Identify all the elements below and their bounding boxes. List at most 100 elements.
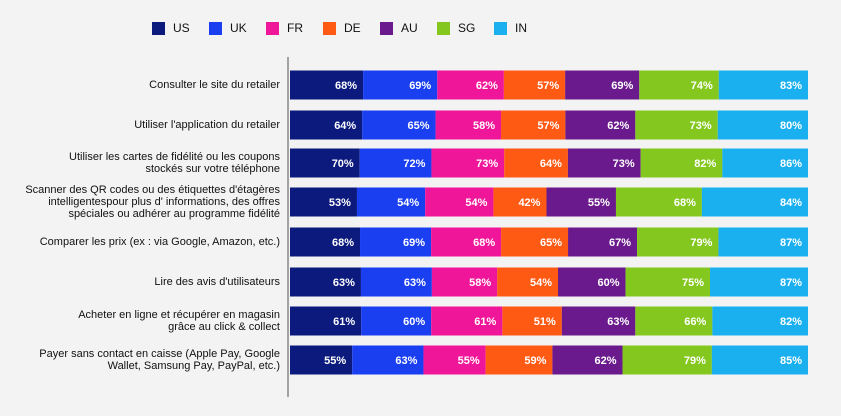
- value-label: 58%: [473, 120, 495, 132]
- legend-swatch: [209, 22, 222, 35]
- legend-swatch: [494, 22, 507, 35]
- value-label: 65%: [408, 120, 430, 132]
- bar-segment: [362, 110, 436, 140]
- value-label: 74%: [691, 80, 713, 92]
- bar-segment: [558, 267, 626, 297]
- bar-segment: [290, 306, 362, 336]
- bar-segment: [501, 227, 569, 257]
- value-label: 53%: [329, 197, 351, 209]
- value-label: 63%: [404, 277, 426, 289]
- value-label: 69%: [403, 237, 425, 249]
- bar-segment: [567, 148, 641, 178]
- category-label: Lire des avis d'utilisateurs: [154, 276, 280, 288]
- bar-segment: [359, 148, 432, 178]
- bar-segment: [640, 148, 723, 178]
- bar-segment: [565, 70, 640, 100]
- bar-segment: [431, 227, 502, 257]
- value-label: 63%: [333, 277, 355, 289]
- bar-segment: [425, 187, 494, 217]
- value-label: 68%: [332, 237, 354, 249]
- bar-segment: [423, 345, 486, 375]
- value-label: 64%: [334, 120, 356, 132]
- value-label: 63%: [395, 355, 417, 367]
- bar-segment: [290, 227, 361, 257]
- bar-segment: [718, 227, 808, 257]
- bar-segment: [625, 267, 711, 297]
- bar-segment: [635, 110, 718, 140]
- value-label: 54%: [397, 197, 419, 209]
- category-label: Acheter en ligne et récupérer en magasin…: [78, 309, 280, 333]
- legend-label: SG: [458, 21, 475, 35]
- value-label: 59%: [524, 355, 546, 367]
- value-label: 68%: [335, 80, 357, 92]
- category-label: Utiliser l'application du retailer: [134, 119, 280, 131]
- value-label: 54%: [530, 277, 552, 289]
- bar-segment: [718, 70, 808, 100]
- legend-label: FR: [287, 21, 303, 35]
- bar-segment: [712, 306, 808, 336]
- value-label: 82%: [694, 158, 716, 170]
- value-label: 80%: [780, 120, 802, 132]
- value-label: 68%: [674, 197, 696, 209]
- category-label: Scanner des QR codes ou des étiquettes d…: [25, 184, 280, 220]
- category-label: Comparer les prix (ex : via Google, Amaz…: [39, 236, 280, 248]
- bar-segment: [361, 306, 432, 336]
- bar-segment: [637, 227, 719, 257]
- value-label: 84%: [780, 197, 802, 209]
- bar-segment: [360, 227, 432, 257]
- value-label: 73%: [613, 158, 635, 170]
- value-label: 65%: [540, 237, 562, 249]
- bar-segment: [497, 267, 559, 297]
- bar-segment: [290, 110, 363, 140]
- bar-segment: [485, 345, 553, 375]
- bar-segment: [290, 70, 364, 100]
- value-label: 64%: [540, 158, 562, 170]
- value-label: 79%: [690, 237, 712, 249]
- bar-segment: [503, 70, 566, 100]
- value-label: 62%: [476, 80, 498, 92]
- bar-segment: [363, 70, 438, 100]
- bar-segment: [622, 345, 712, 375]
- bar-segment: [352, 345, 424, 375]
- bar-segment: [552, 345, 623, 375]
- value-label: 62%: [607, 120, 629, 132]
- bar-segment: [722, 148, 808, 178]
- bar-segment: [717, 110, 808, 140]
- value-label: 57%: [537, 120, 559, 132]
- category-label: Utiliser les cartes de fidélité ou les c…: [69, 151, 280, 175]
- value-label: 55%: [324, 355, 346, 367]
- legend-swatch: [266, 22, 279, 35]
- bar-segment: [635, 306, 713, 336]
- bar-segment: [501, 110, 566, 140]
- bar-segment: [356, 187, 426, 217]
- value-label: 72%: [403, 158, 425, 170]
- value-label: 73%: [690, 120, 712, 132]
- bar-segment: [565, 110, 636, 140]
- value-label: 79%: [684, 355, 706, 367]
- bar-segment: [546, 187, 616, 217]
- value-label: 61%: [333, 316, 355, 328]
- legend-label: IN: [515, 21, 527, 35]
- bar-segment: [502, 306, 562, 336]
- value-label: 87%: [780, 237, 802, 249]
- value-label: 82%: [780, 316, 802, 328]
- value-label: 54%: [465, 197, 487, 209]
- value-label: 83%: [780, 80, 802, 92]
- value-label: 85%: [780, 355, 802, 367]
- category-label: Consulter le site du retailer: [149, 79, 280, 91]
- value-label: 66%: [684, 316, 706, 328]
- bar-segment: [639, 70, 719, 100]
- value-label: 42%: [518, 197, 540, 209]
- bar-segment: [290, 267, 361, 297]
- bar-segment: [431, 148, 505, 178]
- value-label: 87%: [780, 277, 802, 289]
- value-label: 60%: [598, 277, 620, 289]
- value-label: 69%: [611, 80, 633, 92]
- bar-segment: [360, 267, 432, 297]
- bar-segment: [701, 187, 808, 217]
- bar-segment: [290, 187, 357, 217]
- legend-label: US: [173, 21, 190, 35]
- value-label: 86%: [780, 158, 802, 170]
